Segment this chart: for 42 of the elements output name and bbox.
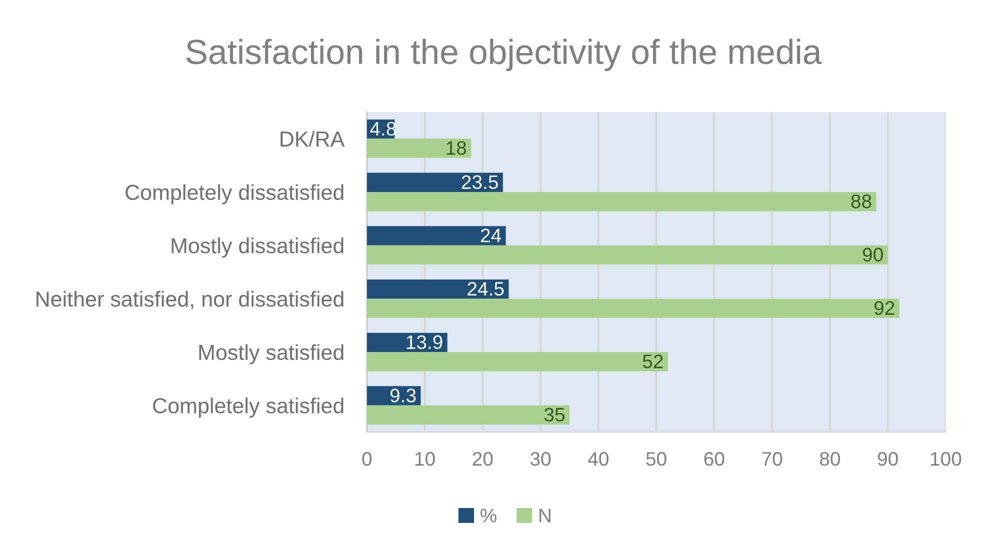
data-label: 35 bbox=[544, 408, 564, 422]
chart-title: Satisfaction in the objectivity of the media bbox=[186, 38, 822, 72]
bar bbox=[366, 280, 509, 299]
bar bbox=[366, 386, 421, 406]
bar bbox=[366, 352, 668, 372]
legend-label: % bbox=[480, 508, 496, 522]
data-label: 92 bbox=[874, 301, 894, 315]
data-label: 23.5 bbox=[462, 175, 498, 190]
y-tick-label: Neither satisfied, nor dissatisfied bbox=[36, 290, 344, 310]
data-label: 90 bbox=[862, 248, 883, 262]
x-tick-label: 10 bbox=[415, 452, 435, 466]
x-tick-label: 100 bbox=[930, 452, 962, 466]
data-label: 52 bbox=[642, 354, 663, 368]
y-tick-label: Mostly satisfied bbox=[199, 344, 344, 364]
x-tick-label: 30 bbox=[530, 452, 551, 466]
legend-label: N bbox=[540, 508, 550, 522]
x-tick-label: 70 bbox=[762, 452, 782, 466]
y-tick-label: Completely satisfied bbox=[153, 398, 344, 418]
x-tick-label: 40 bbox=[588, 452, 608, 466]
x-tick-label: 60 bbox=[704, 452, 724, 466]
data-label: 9.3 bbox=[390, 388, 416, 402]
bar bbox=[366, 192, 876, 212]
x-tick-label: 90 bbox=[878, 452, 898, 466]
bar bbox=[366, 226, 506, 246]
data-label: 24 bbox=[480, 228, 502, 242]
bar bbox=[366, 172, 503, 192]
x-tick-label: 0 bbox=[362, 452, 372, 466]
bar bbox=[366, 332, 448, 352]
bar bbox=[366, 138, 472, 158]
bar bbox=[366, 245, 888, 265]
y-tick-label: Completely dissatisfied bbox=[126, 184, 344, 204]
bar bbox=[366, 405, 570, 425]
data-label: 18 bbox=[446, 141, 466, 155]
data-label: 88 bbox=[851, 194, 872, 208]
x-tick-label: 50 bbox=[646, 452, 666, 466]
y-tick-label: DK/RA bbox=[280, 130, 345, 147]
data-label: 13.9 bbox=[406, 335, 442, 350]
x-tick-label: 20 bbox=[472, 452, 493, 466]
y-tick-label: Mostly dissatisfied bbox=[172, 238, 344, 258]
data-label: 24.5 bbox=[468, 282, 504, 296]
bar bbox=[366, 298, 900, 318]
x-tick-label: 80 bbox=[820, 452, 840, 466]
